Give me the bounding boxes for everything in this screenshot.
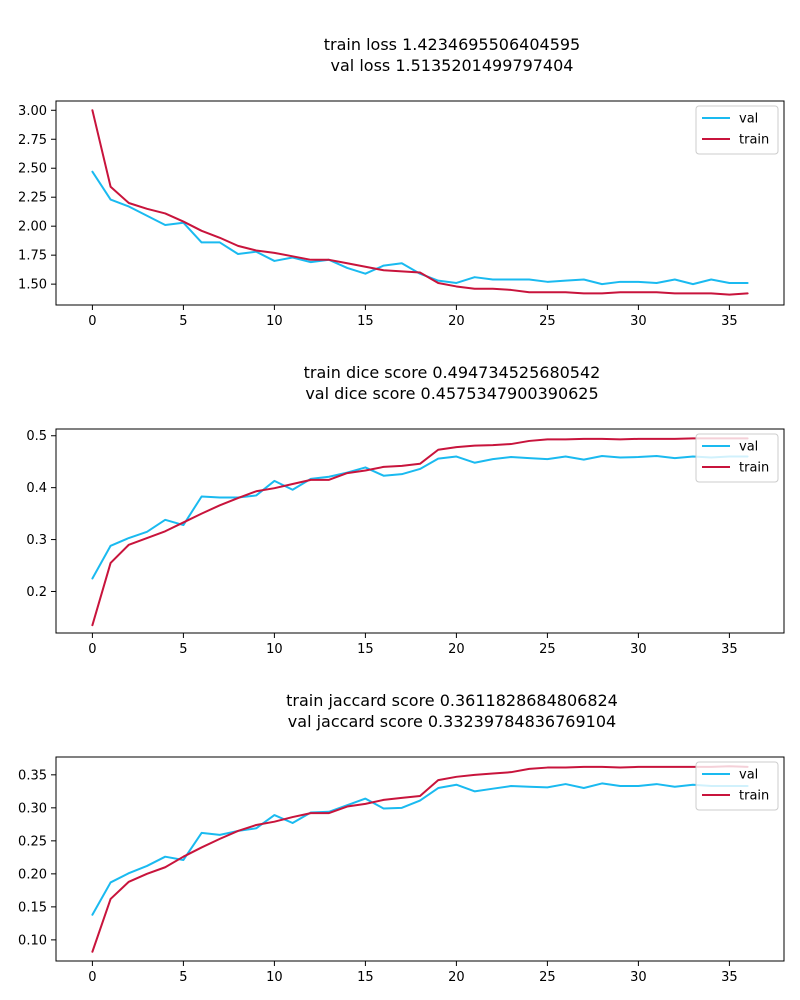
y-tick-label: 1.75	[18, 249, 47, 264]
chart-title-line: val jaccard score 0.33239784836769104	[288, 712, 616, 731]
x-tick-label: 20	[448, 970, 465, 985]
y-tick-label: 0.30	[18, 801, 47, 816]
series-line-val	[91, 454, 749, 580]
legend-label-train: train	[739, 789, 769, 804]
chart-panel-3: train jaccard score 0.3611828684806824 va…	[18, 691, 785, 985]
y-tick-label: 3.00	[18, 104, 47, 119]
chart-title-line: val dice score 0.4575347900390625	[305, 384, 598, 403]
y-tick-label: 0.4	[26, 481, 47, 496]
chart-title-line: train jaccard score 0.3611828684806824	[286, 691, 618, 710]
x-tick-label: 20	[448, 314, 465, 329]
y-tick-label: 2.50	[18, 162, 47, 177]
series-line-val	[91, 782, 749, 916]
x-tick-label: 0	[88, 970, 96, 985]
legend-label-train: train	[739, 461, 769, 476]
y-tick-label: 0.5	[26, 429, 47, 444]
y-tick-label: 0.2	[26, 585, 47, 600]
x-tick-label: 20	[448, 642, 465, 657]
x-tick-label: 30	[630, 642, 647, 657]
x-tick-label: 15	[357, 314, 374, 329]
chart-title-line: train dice score 0.494734525680542	[304, 363, 601, 382]
y-tick-label: 2.75	[18, 133, 47, 148]
x-tick-label: 0	[88, 314, 96, 329]
legend-label-val: val	[739, 440, 758, 455]
x-tick-label: 35	[721, 970, 738, 985]
y-tick-label: 0.3	[26, 533, 47, 548]
y-tick-label: 0.10	[18, 933, 47, 948]
axes-frame	[55, 100, 785, 306]
chart-title-line: val loss 1.5135201499797404	[331, 56, 574, 75]
chart-title-line: train loss 1.4234695506404595	[324, 35, 580, 54]
y-tick-label: 0.25	[18, 834, 47, 849]
legend-label-train: train	[739, 133, 769, 148]
y-tick-label: 2.25	[18, 191, 47, 206]
x-tick-label: 35	[721, 642, 738, 657]
series-line-train	[91, 109, 749, 296]
x-tick-label: 15	[357, 642, 374, 657]
legend: val train	[695, 761, 779, 811]
x-tick-label: 25	[539, 642, 556, 657]
x-tick-label: 25	[539, 970, 556, 985]
series-line-train	[91, 765, 749, 953]
x-tick-label: 30	[630, 314, 647, 329]
x-tick-label: 5	[179, 314, 187, 329]
x-tick-label: 5	[179, 642, 187, 657]
axes-frame	[55, 756, 785, 962]
x-tick-label: 35	[721, 314, 738, 329]
chart-panel-2: train dice score 0.494734525680542 val di…	[26, 363, 785, 657]
legend-label-val: val	[739, 768, 758, 783]
y-tick-label: 2.00	[18, 220, 47, 235]
x-tick-label: 0	[88, 642, 96, 657]
x-tick-label: 30	[630, 970, 647, 985]
legend: val train	[695, 105, 779, 155]
x-tick-label: 10	[266, 642, 283, 657]
x-tick-label: 5	[179, 970, 187, 985]
x-tick-label: 25	[539, 314, 556, 329]
y-tick-label: 1.50	[18, 278, 47, 293]
x-tick-label: 15	[357, 970, 374, 985]
y-tick-label: 0.20	[18, 867, 47, 882]
axes-frame	[55, 428, 785, 634]
y-tick-label: 0.15	[18, 900, 47, 915]
y-tick-label: 0.35	[18, 768, 47, 783]
series-line-val	[91, 170, 749, 286]
legend: val train	[695, 433, 779, 483]
x-tick-label: 10	[266, 970, 283, 985]
x-tick-label: 10	[266, 314, 283, 329]
chart-panel-1: train loss 1.4234695506404595 val loss 1.…	[18, 35, 785, 329]
legend-label-val: val	[739, 112, 758, 127]
series-line-train	[91, 437, 749, 627]
